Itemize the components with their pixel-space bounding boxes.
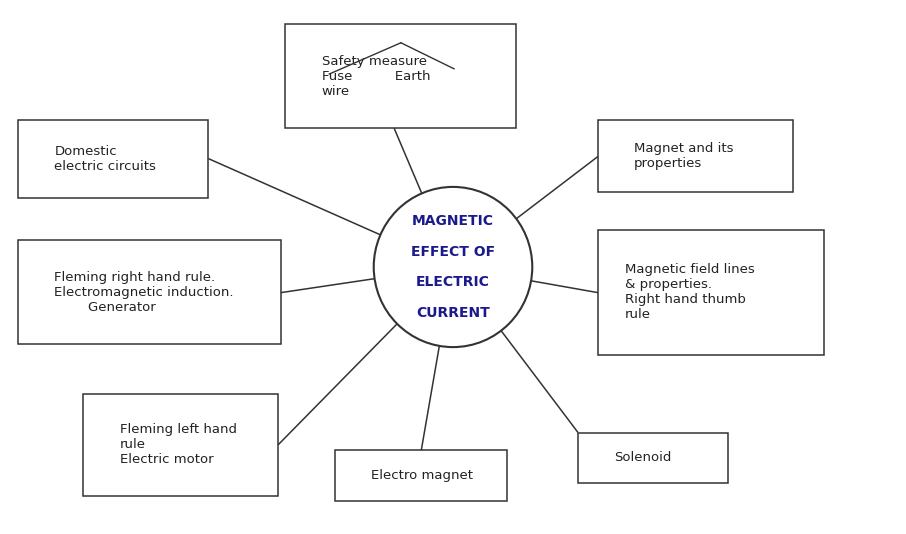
Text: Magnet and its
properties: Magnet and its properties (634, 142, 734, 170)
Text: Magnetic field lines
& properties.
Right hand thumb
rule: Magnetic field lines & properties. Right… (625, 263, 755, 321)
Text: Solenoid: Solenoid (614, 451, 671, 465)
Text: Electro magnet: Electro magnet (371, 469, 474, 482)
Text: ELECTRIC: ELECTRIC (416, 276, 490, 289)
Text: MAGNETIC: MAGNETIC (412, 214, 494, 227)
Text: EFFECT OF: EFFECT OF (411, 245, 495, 258)
Text: Fleming left hand
rule
Electric motor: Fleming left hand rule Electric motor (120, 423, 236, 466)
Text: CURRENT: CURRENT (416, 307, 490, 320)
Text: Domestic
electric circuits: Domestic electric circuits (54, 145, 156, 173)
Text: Fleming right hand rule.
Electromagnetic induction.
        Generator: Fleming right hand rule. Electromagnetic… (54, 271, 234, 314)
Text: Safety measure
Fuse          Earth
wire: Safety measure Fuse Earth wire (322, 54, 430, 98)
